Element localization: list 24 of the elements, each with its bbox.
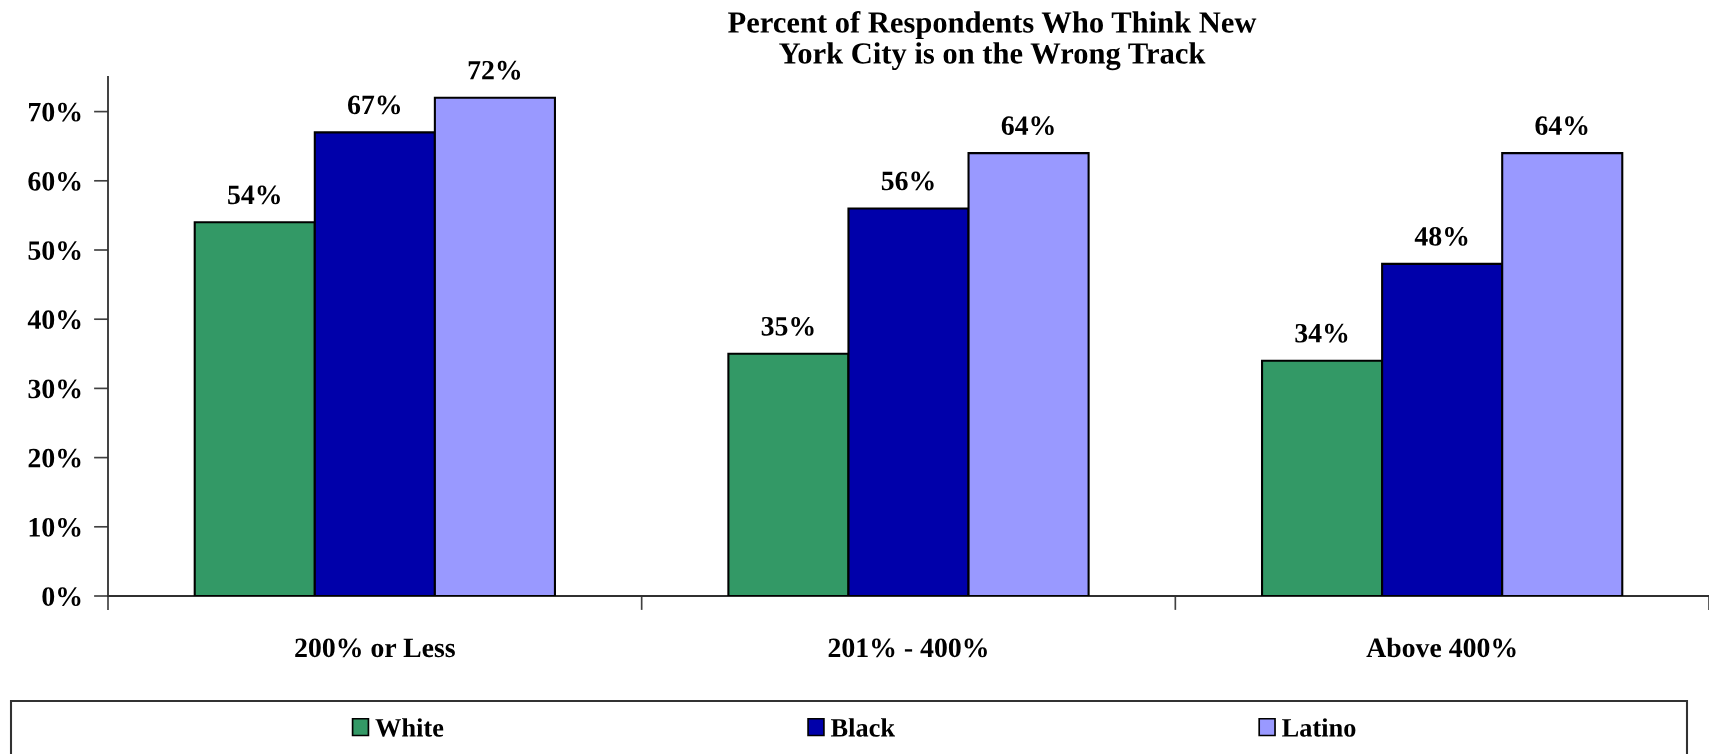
- legend-label: Latino: [1282, 718, 1356, 737]
- y-tick-label: 30%: [28, 379, 81, 399]
- y-tick-label: 0%: [42, 587, 81, 606]
- data-label: 64%: [1535, 116, 1588, 136]
- x-tick-label: Above 400%: [1366, 637, 1516, 658]
- data-label: 54%: [228, 185, 280, 205]
- legend-label: White: [375, 718, 444, 737]
- chart-title: Percent of Respondents Who Think New York City is on the Wrong Track: [728, 11, 1257, 71]
- y-tick-label: 50%: [28, 241, 81, 260]
- legend-label: Black: [830, 718, 895, 737]
- data-label: 35%: [761, 316, 814, 336]
- data-label: 64%: [1001, 116, 1054, 136]
- data-label: 56%: [881, 171, 934, 191]
- y-tick-label: 60%: [28, 171, 81, 191]
- data-label: 48%: [1414, 226, 1468, 246]
- y-tick-label: 70%: [29, 102, 81, 122]
- data-label: 72%: [468, 60, 521, 80]
- x-tick-label: 200% or Less: [295, 638, 455, 658]
- data-label: 34%: [1295, 323, 1348, 343]
- x-tick-label: 201% - 400%: [828, 638, 987, 658]
- y-tick-label: 20%: [28, 448, 81, 468]
- y-tick-label: 40%: [27, 310, 81, 330]
- y-tick-label: 10%: [29, 517, 81, 537]
- data-label: 67%: [348, 95, 401, 115]
